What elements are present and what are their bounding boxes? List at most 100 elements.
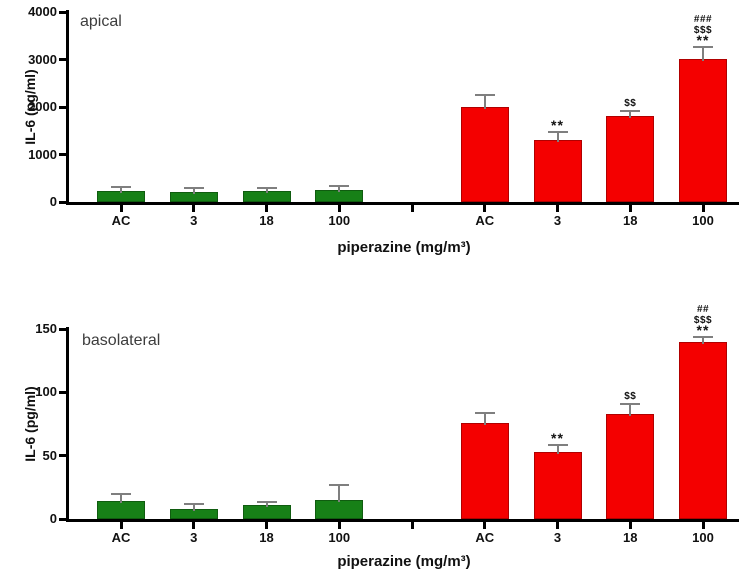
- y-tick-label: 0: [49, 511, 57, 526]
- error-bar-cap: [183, 503, 204, 506]
- error-bar-stem: [483, 413, 486, 425]
- error-bar-cap: [329, 185, 350, 188]
- error-bar-cap: [256, 187, 277, 190]
- x-tick-label: AC: [111, 530, 131, 545]
- plot-area: 0 1000 2000 3000 4000 AC 3 18 100 AC 3 ** 18 $$ 100 ###…: [28, 4, 739, 228]
- y-tick: [59, 153, 66, 156]
- y-tick-label: 1000: [28, 146, 57, 162]
- y-tick: [59, 390, 66, 394]
- x-tick: [410, 522, 414, 529]
- error-bar-cap: [111, 186, 131, 189]
- significance-annotation: **: [522, 429, 594, 446]
- x-axis-line: [66, 202, 739, 205]
- significance-annotation: **: [522, 116, 594, 133]
- error-bar-stem: [556, 132, 559, 142]
- error-bar-stem: [192, 189, 195, 195]
- y-axis-title: IL-6 (pg/ml): [22, 386, 38, 462]
- x-tick-label: AC: [475, 213, 495, 228]
- x-tick: [337, 522, 341, 529]
- annotation-line: **: [696, 321, 710, 338]
- x-tick: [410, 205, 414, 212]
- bar: [242, 505, 291, 519]
- x-tick-label: AC: [111, 213, 131, 228]
- y-axis-line: [66, 327, 69, 522]
- error-bar-cap: [693, 45, 713, 48]
- y-tick-label: 3000: [28, 51, 57, 67]
- x-axis-title: piperazine (mg/m³): [337, 553, 471, 570]
- x-tick-label: 18: [259, 213, 274, 228]
- error-bar-stem: [629, 405, 632, 416]
- annotation-line: **: [551, 429, 564, 446]
- error-bar-cap: [547, 443, 568, 446]
- bar: [533, 451, 582, 519]
- significance-annotation: ## $$$ **: [667, 303, 739, 338]
- y-tick: [59, 105, 66, 109]
- annotation-line: **: [696, 31, 710, 48]
- x-tick-label: 100: [692, 530, 714, 545]
- error-bar-cap: [256, 500, 277, 503]
- x-tick: [265, 205, 268, 212]
- y-axis-line: [66, 10, 69, 205]
- error-bar-cap: [620, 403, 641, 405]
- annotation-line: ##: [696, 303, 710, 315]
- error-bar-stem: [265, 502, 268, 508]
- y-tick: [59, 454, 66, 458]
- y-tick: [59, 327, 66, 331]
- x-tick: [628, 522, 632, 529]
- error-bar-stem: [702, 47, 704, 61]
- error-bar-cap: [111, 492, 131, 495]
- bar: [533, 139, 582, 202]
- x-tick: [701, 205, 705, 212]
- error-bar-cap: [329, 484, 350, 487]
- x-tick-label: 18: [259, 530, 274, 545]
- annotation-line: **: [551, 116, 564, 133]
- significance-annotation: $$: [594, 98, 666, 109]
- y-tick: [59, 200, 66, 204]
- x-tick-label: 18: [623, 213, 638, 228]
- annotation-line: $$: [624, 98, 637, 110]
- error-bar-stem: [192, 505, 195, 511]
- y-tick-label: 100: [35, 384, 57, 400]
- bar: [315, 500, 364, 519]
- x-tick: [265, 522, 268, 529]
- error-bar-cap: [547, 130, 568, 133]
- error-bar-stem: [120, 188, 122, 193]
- error-bar-stem: [265, 189, 268, 194]
- x-tick: [119, 522, 123, 529]
- x-axis-line: [66, 519, 739, 522]
- x-tick: [556, 205, 559, 212]
- annotation-line: $$$: [693, 24, 713, 36]
- error-bar-stem: [702, 337, 704, 344]
- error-bar-cap: [474, 411, 495, 414]
- x-tick: [483, 205, 487, 212]
- y-tick-label: 150: [35, 321, 57, 336]
- error-bar-stem: [120, 494, 122, 504]
- significance-annotation: ### $$$ **: [667, 13, 739, 48]
- annotation-line: $$$: [693, 314, 713, 326]
- y-tick-label: 2000: [28, 99, 57, 114]
- x-tick-label: 3: [553, 530, 562, 545]
- bar: [679, 341, 727, 519]
- x-tick-label: 3: [190, 213, 198, 228]
- plot-area: 0 50 100 150 AC 3 18 100 AC 3 ** 18 $$ 100 ## $$$ **: [35, 304, 739, 545]
- error-bar-cap: [693, 335, 713, 338]
- chart-basolateral: basolateral IL-6 (pg/ml) 0 50 100 150 AC 3 18 1…: [0, 290, 751, 579]
- y-tick: [59, 10, 66, 14]
- y-tick-label: 0: [49, 194, 57, 209]
- bar: [460, 422, 509, 519]
- bar: [97, 501, 145, 519]
- error-bar-cap: [620, 110, 641, 113]
- x-tick-label: 3: [553, 213, 562, 228]
- x-tick-label: 100: [328, 530, 351, 545]
- error-bar-cap: [474, 94, 495, 97]
- x-tick: [628, 205, 632, 212]
- annotation-line: $$: [624, 391, 637, 402]
- error-bar-stem: [338, 486, 341, 502]
- bar: [460, 107, 509, 202]
- y-tick-label: 4000: [28, 4, 57, 19]
- error-bar-stem: [483, 96, 486, 109]
- bar: [606, 116, 655, 202]
- x-tick: [192, 522, 196, 529]
- annotation-line: ###: [693, 13, 713, 25]
